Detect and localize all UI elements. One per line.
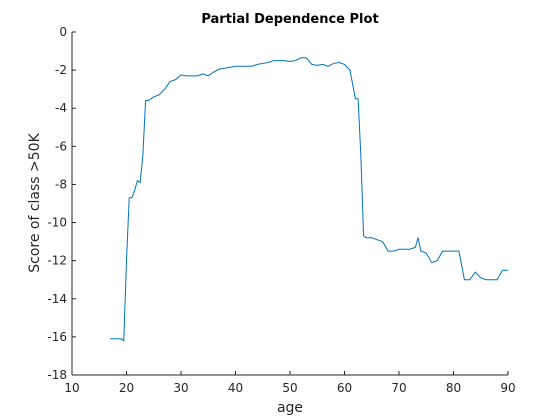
x-tick-label: 80: [446, 381, 461, 395]
x-axis-ticks: 10 20 30 40 50 60 70 80 90: [64, 371, 516, 395]
series-line-0: [110, 57, 508, 342]
x-tick-label: 10: [64, 381, 79, 395]
x-tick-label: 90: [500, 381, 515, 395]
y-axis-label: Score of class >50K: [27, 132, 43, 272]
y-tick-label: -8: [55, 177, 67, 191]
x-tick-label: 40: [228, 381, 243, 395]
y-tick-label: -18: [47, 368, 67, 382]
y-tick-label: -2: [55, 63, 67, 77]
x-axis-label: age: [277, 400, 303, 416]
series-layer: [110, 57, 508, 342]
y-tick-label: -10: [47, 216, 67, 230]
y-tick-label: -6: [55, 139, 67, 153]
chart-title: Partial Dependence Plot: [201, 12, 378, 27]
y-tick-label: -4: [55, 101, 67, 115]
x-tick-label: 50: [282, 381, 297, 395]
y-axis-ticks: 0 -2 -4 -6 -8 -10 -12 -14 -16 -18: [47, 25, 76, 382]
y-tick-label: 0: [59, 25, 67, 39]
y-tick-label: -14: [47, 292, 67, 306]
y-tick-label: -12: [47, 254, 67, 268]
x-tick-label: 70: [391, 381, 406, 395]
y-tick-label: -16: [47, 330, 67, 344]
x-tick-label: 20: [119, 381, 134, 395]
x-tick-label: 30: [173, 381, 188, 395]
x-tick-label: 60: [337, 381, 352, 395]
